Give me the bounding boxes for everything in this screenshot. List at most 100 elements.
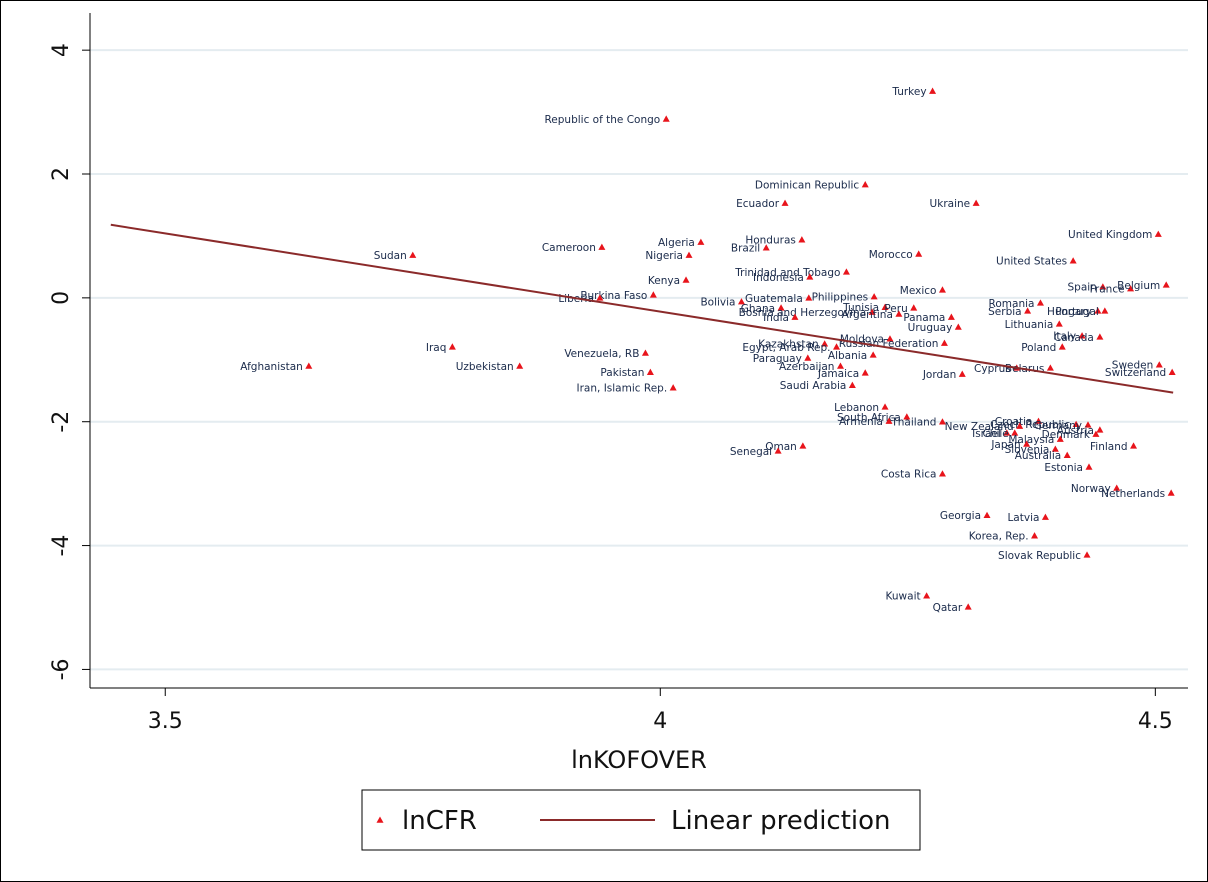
- point: [516, 362, 524, 369]
- point: [596, 294, 604, 301]
- point: [1003, 429, 1011, 436]
- point: [848, 381, 856, 388]
- point: [886, 335, 894, 342]
- point-label: Brazil: [731, 243, 760, 255]
- point-label: Slovenia: [1005, 444, 1050, 456]
- point-label: Canada: [1054, 332, 1094, 344]
- point: [791, 313, 799, 320]
- point-label: Armenia: [839, 416, 883, 428]
- point-label: Moldova: [840, 334, 884, 346]
- point: [1096, 426, 1104, 433]
- point-label: Azerbaijan: [779, 361, 835, 373]
- point-label: Peru: [884, 303, 907, 315]
- y-tick-label: -2: [49, 411, 74, 433]
- point-label: Austria: [1057, 425, 1094, 437]
- point-label: Indonesia: [753, 272, 804, 284]
- point-label: Estonia: [1044, 462, 1083, 474]
- point-label: Sudan: [374, 250, 407, 262]
- y-tick-label: 4: [49, 43, 74, 57]
- plot-area: [90, 13, 1188, 688]
- point-label: Israel: [972, 428, 1001, 440]
- point: [762, 244, 770, 251]
- point: [798, 236, 806, 243]
- legend-marker: [376, 816, 384, 823]
- point-label: Finland: [1090, 441, 1128, 453]
- point-label: Chile: [982, 428, 1008, 440]
- point-label: Poland: [1021, 342, 1056, 354]
- point: [1085, 463, 1093, 470]
- point-label: Panama: [903, 312, 945, 324]
- point-label: Korea, Rep.: [969, 531, 1029, 543]
- point: [737, 298, 745, 305]
- x-tick-label: 4: [653, 709, 667, 734]
- point-label: Netherlands: [1101, 488, 1165, 500]
- point: [1168, 368, 1176, 375]
- point: [805, 294, 813, 301]
- point: [836, 362, 844, 369]
- point: [861, 181, 869, 188]
- point-label: Jamaica: [817, 368, 859, 380]
- point: [881, 403, 889, 410]
- y-tick-label: 2: [49, 167, 74, 181]
- point: [885, 417, 893, 424]
- point-label: Iraq: [426, 342, 447, 354]
- y-tick-label: 0: [49, 291, 74, 305]
- point: [821, 340, 829, 347]
- point: [697, 238, 705, 245]
- point-label: Venezuela, RB: [564, 348, 639, 360]
- point: [929, 87, 937, 94]
- point-label: Senegal: [730, 446, 772, 458]
- point-label: Jordan: [922, 369, 956, 381]
- point: [1078, 332, 1086, 339]
- point-label: New Zealand: [945, 421, 1014, 433]
- point: [938, 286, 946, 293]
- point-label: Cameroon: [542, 242, 596, 254]
- point: [1024, 307, 1032, 314]
- point-label: Russian Federation: [839, 338, 939, 350]
- point-label: Saudi Arabia: [780, 380, 847, 392]
- point-label: Tunisia: [842, 302, 879, 314]
- point-label: Uzbekistan: [456, 361, 514, 373]
- point: [774, 447, 782, 454]
- point-label: Switzerland: [1105, 367, 1166, 379]
- point-label: Latvia: [1007, 512, 1039, 524]
- x-tick-label: 3.5: [148, 709, 183, 734]
- point-label: Bolivia: [700, 297, 735, 309]
- point: [1130, 442, 1138, 449]
- point-label: Ecuador: [736, 198, 780, 210]
- point-label: Ukraine: [930, 198, 971, 210]
- point: [1154, 230, 1162, 237]
- point-label: Iran, Islamic Rep.: [577, 383, 668, 395]
- point-label: Norway: [1071, 483, 1111, 495]
- x-tick-label: 4.5: [1138, 709, 1173, 734]
- point-label: Oman: [765, 441, 797, 453]
- point: [1016, 422, 1024, 429]
- point: [958, 370, 966, 377]
- point: [1036, 299, 1044, 306]
- point: [1167, 489, 1175, 496]
- point: [1058, 343, 1066, 350]
- point: [833, 343, 841, 350]
- point-label: Croatia: [995, 416, 1033, 428]
- point: [1072, 420, 1080, 427]
- point-label: Algeria: [658, 237, 695, 249]
- point: [685, 251, 693, 258]
- point-label: Ghana: [741, 303, 775, 315]
- point: [1031, 532, 1039, 539]
- point-label: Georgia: [940, 510, 981, 522]
- x-axis-title: lnKOFOVER: [571, 746, 707, 774]
- point: [777, 304, 785, 311]
- point: [682, 276, 690, 283]
- point-label: Bosnia and Herzegovina: [739, 307, 867, 319]
- point-label: Nigeria: [645, 250, 683, 262]
- point: [1023, 440, 1031, 447]
- point: [869, 351, 877, 358]
- point-label: Serbia: [988, 306, 1021, 318]
- point-label: Morocco: [869, 249, 913, 261]
- point-label: United States: [996, 256, 1067, 268]
- point-label: Turkey: [891, 86, 926, 98]
- point-label: Malaysia: [1008, 434, 1054, 446]
- point-label: Portugal: [1055, 306, 1099, 318]
- point-label: Honduras: [745, 235, 796, 247]
